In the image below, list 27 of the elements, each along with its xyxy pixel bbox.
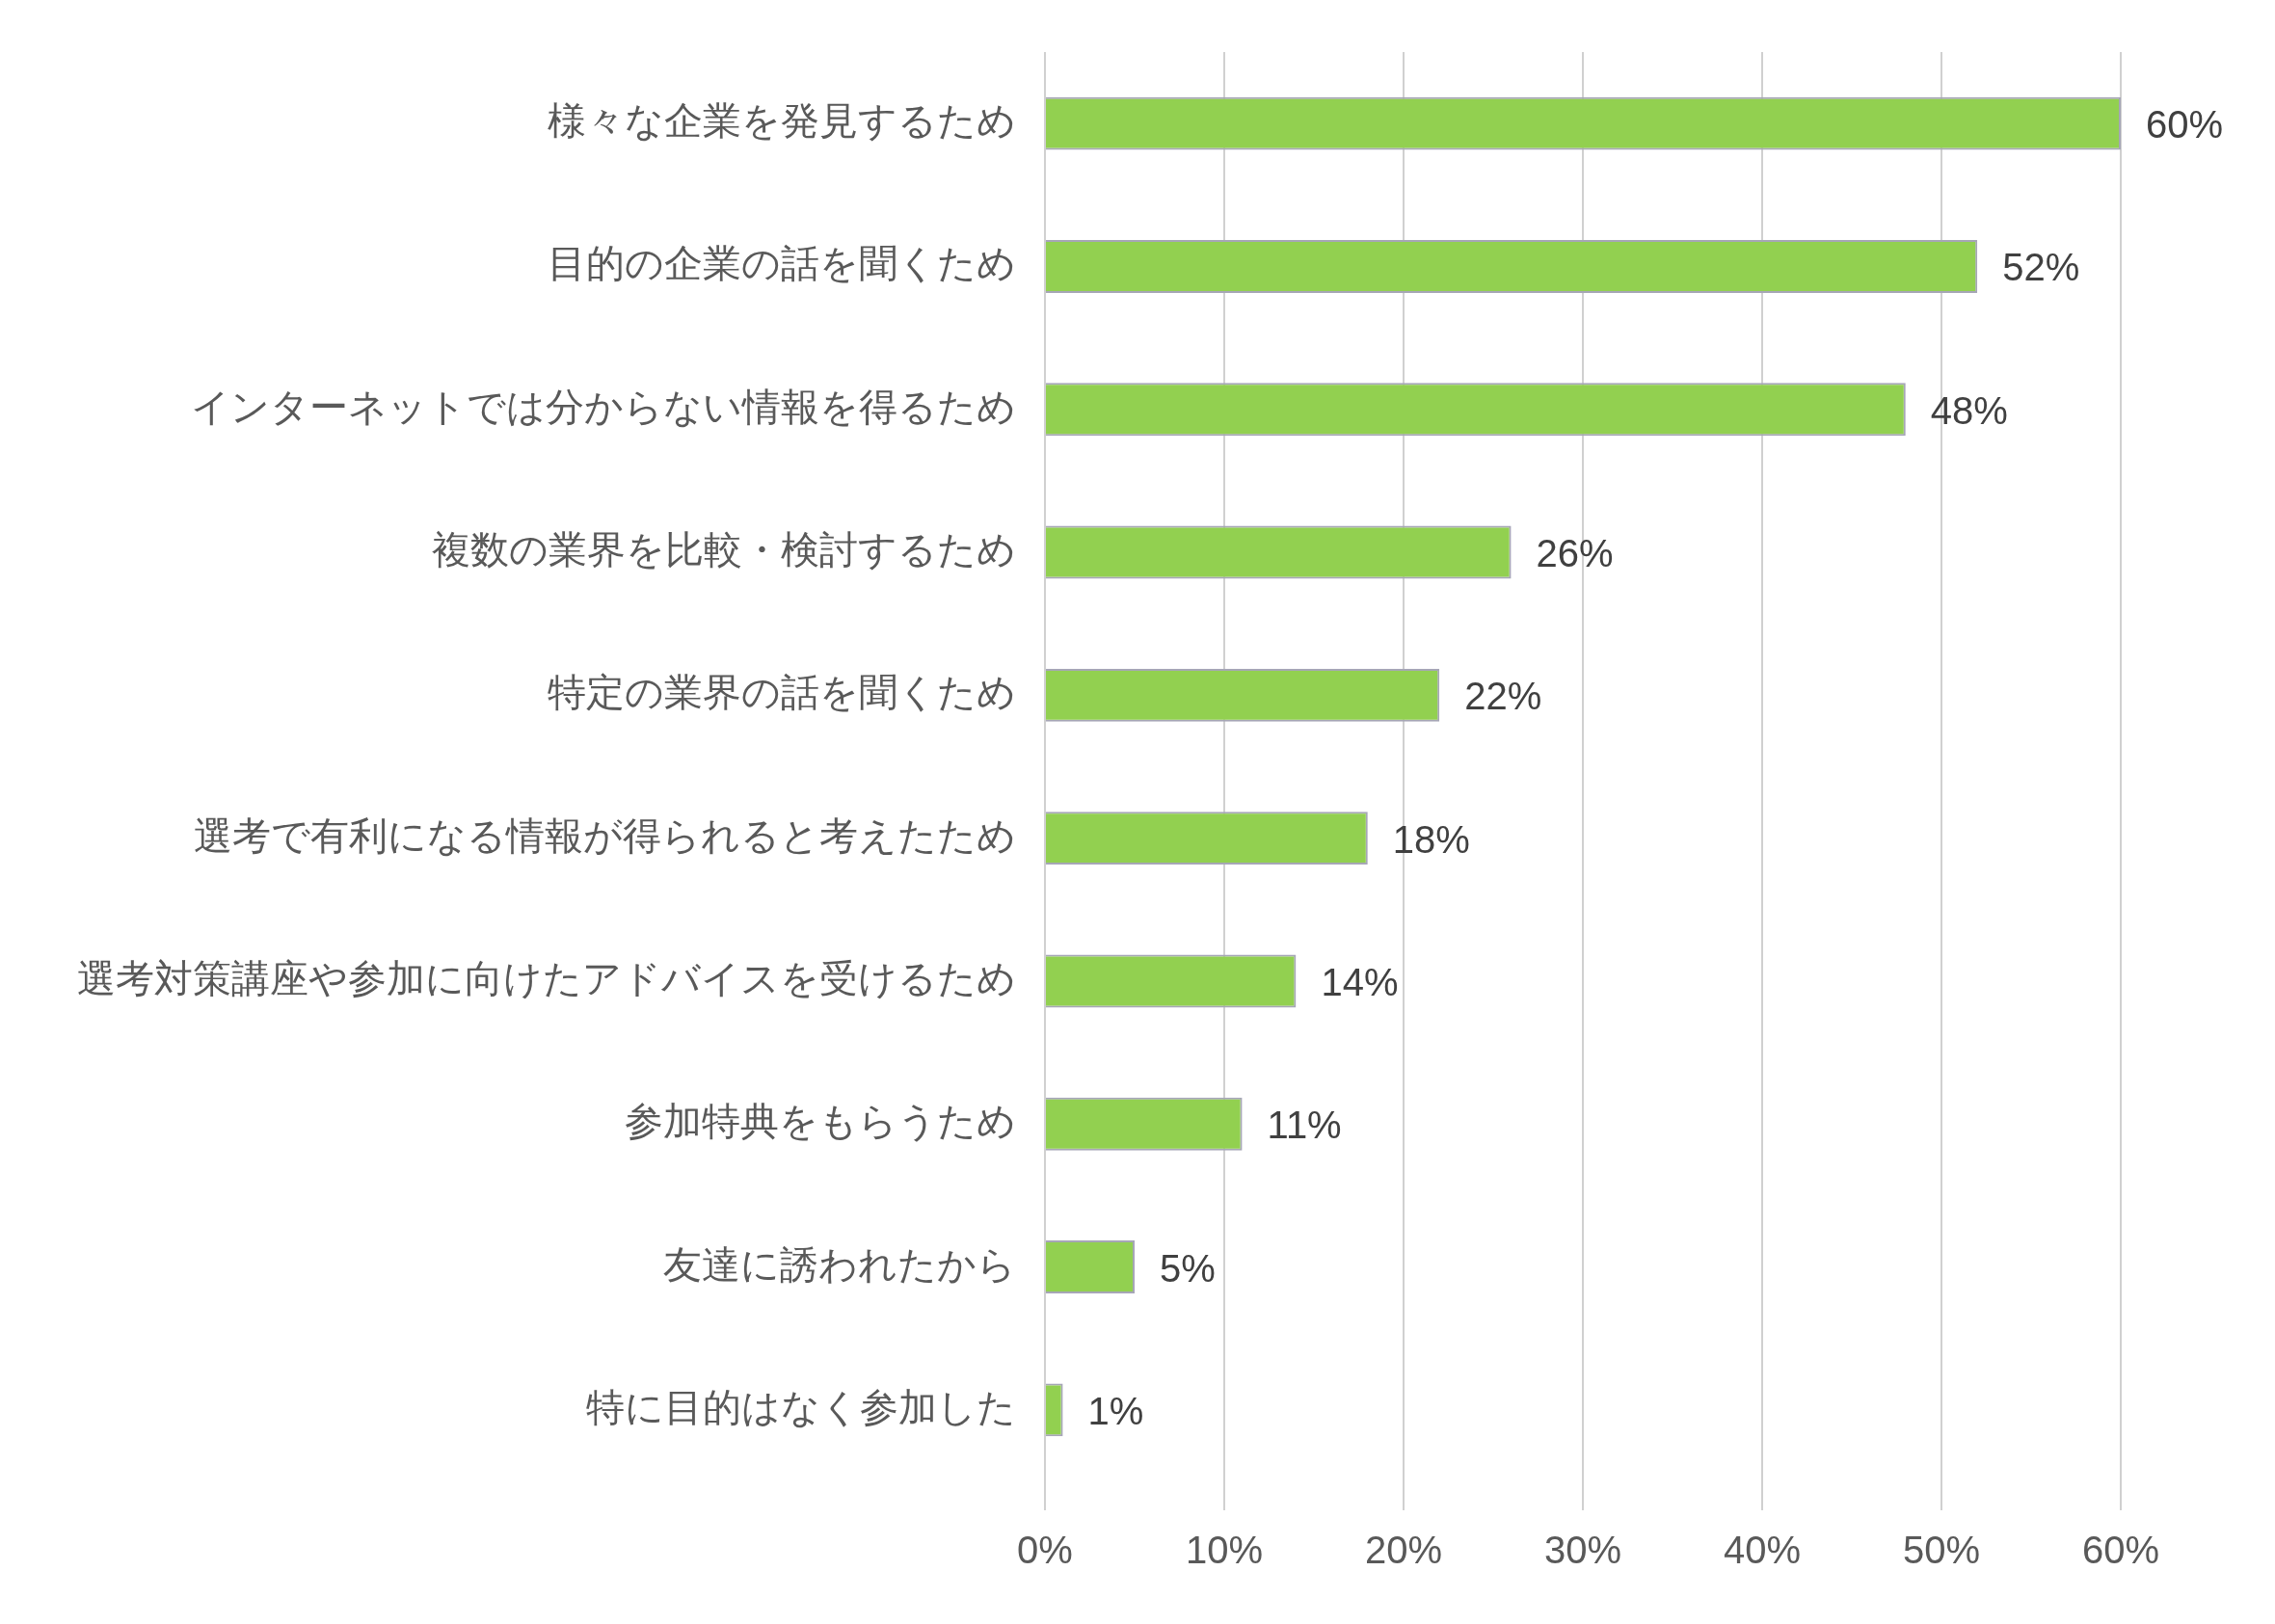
- x-tick-label: 40%: [1723, 1529, 1802, 1572]
- data-label: 60%: [2146, 103, 2224, 146]
- y-tick-label: 特に目的はなく参加した: [586, 1385, 1016, 1428]
- x-tick-label: 30%: [1543, 1529, 1622, 1572]
- y-tick-label: 参加特典をもらうため: [625, 1100, 1016, 1143]
- y-tick-label: インターネットでは分からない情報を得るため: [191, 385, 1016, 428]
- y-tick-label: 選考対策講座や参加に向けたアドバイスを受けるため: [77, 956, 1016, 999]
- data-label: 22%: [1464, 675, 1542, 718]
- y-tick-label: 複数の業界を比較・検討するため: [432, 528, 1016, 572]
- y-tick-label: 特定の業界の話を聞くため: [548, 671, 1016, 714]
- data-label: 11%: [1267, 1104, 1342, 1147]
- x-tick-label: 0%: [1017, 1529, 1073, 1572]
- x-tick-label: 50%: [1902, 1529, 1981, 1572]
- y-tick-label: 様々な企業を発見するため: [548, 99, 1016, 143]
- data-label: 1%: [1087, 1389, 1144, 1432]
- data-label: 48%: [1930, 388, 2008, 432]
- y-tick-label: 選考で有利になる情報が得られると考えたため: [194, 813, 1016, 857]
- data-label: 18%: [1392, 817, 1470, 861]
- data-label: 52%: [2002, 246, 2080, 289]
- x-tick-label: 20%: [1364, 1529, 1443, 1572]
- y-tick-label: 友達に誘われたから: [663, 1242, 1016, 1286]
- x-tick-label: 10%: [1185, 1529, 1264, 1572]
- data-label: 5%: [1160, 1246, 1216, 1290]
- y-tick-label: 目的の企業の話を聞くため: [548, 242, 1016, 285]
- x-tick-label: 60%: [2081, 1529, 2160, 1572]
- data-label: 14%: [1321, 960, 1399, 1003]
- data-label: 26%: [1536, 532, 1614, 575]
